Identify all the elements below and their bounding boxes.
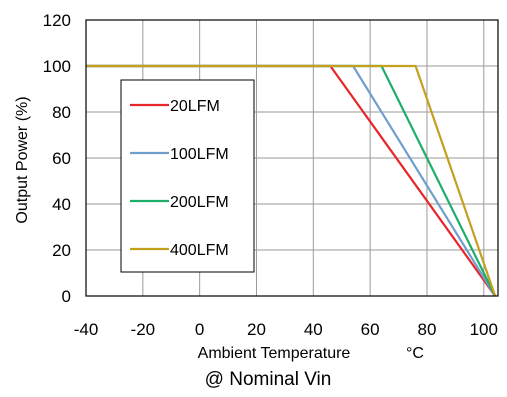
y-axis-label: Output Power (%) — [14, 96, 31, 223]
legend-box — [120, 79, 255, 273]
x-tick-label: 60 — [361, 320, 380, 339]
legend-label: 20LFM — [170, 98, 220, 115]
y-tick-label: 0 — [62, 287, 71, 306]
legend: 20LFM 100LFM 200LFM 400LFM — [120, 79, 255, 273]
x-tick-label: 20 — [247, 320, 266, 339]
x-tick-label: 0 — [195, 320, 204, 339]
legend-label: 400LFM — [170, 242, 229, 259]
y-tick-label: 20 — [52, 241, 71, 260]
legend-label: 100LFM — [170, 146, 229, 163]
x-tick-label: 80 — [418, 320, 437, 339]
series-lines — [86, 64, 497, 297]
legend-label: 200LFM — [170, 194, 229, 211]
y-tick-label: 80 — [52, 103, 71, 122]
series-line-400lfm — [86, 64, 497, 297]
x-tick-label: 40 — [304, 320, 323, 339]
x-tick-label: -20 — [131, 320, 156, 339]
x-tick-label: 100 — [470, 320, 498, 339]
y-tick-label: 100 — [43, 57, 71, 76]
x-tick-labels: -40 -20 0 20 40 60 80 100 — [74, 320, 498, 339]
y-tick-label: 120 — [43, 11, 71, 30]
x-tick-label: -40 — [74, 320, 99, 339]
chart-caption: @ Nominal Vin — [205, 369, 332, 390]
x-axis-label: Ambient Temperature — [198, 345, 351, 362]
x-axis-unit: °C — [406, 345, 424, 362]
y-tick-labels: 0 20 40 60 80 100 120 — [43, 11, 71, 306]
y-tick-label: 60 — [52, 149, 71, 168]
plot-frame — [85, 19, 499, 297]
y-tick-label: 40 — [52, 195, 71, 214]
